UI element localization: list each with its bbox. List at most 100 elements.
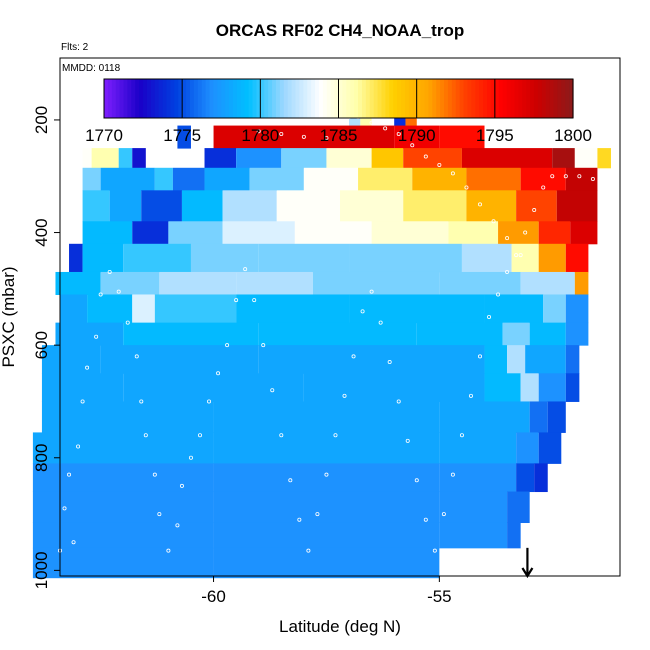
track-point-62 xyxy=(577,174,582,179)
y-axis: 200 400 600 800 1000 xyxy=(32,106,60,589)
heatmap-cell-11-6 xyxy=(565,373,580,402)
heatmap-cell-15-1 xyxy=(213,491,440,524)
heatmap-cell-6-2 xyxy=(123,243,191,273)
heatmap-cell-2-6 xyxy=(281,148,327,169)
track-point-7 xyxy=(94,334,99,339)
colorbar-slice-95 xyxy=(475,79,480,118)
colorbar-slice-70 xyxy=(377,79,383,118)
colorbar-tick-label-5: 1795 xyxy=(476,126,514,145)
heatmap-cell-10-4 xyxy=(507,345,526,374)
colorbar-slice-76 xyxy=(401,79,406,118)
colorbar-slice-74 xyxy=(393,79,398,118)
heatmap-cell-3-5 xyxy=(249,167,304,191)
track-point-12 xyxy=(134,354,139,359)
heatmap-cell-11-0 xyxy=(41,373,124,402)
heatmap-cell-2-13 xyxy=(597,148,611,169)
track2-point-5 xyxy=(396,132,401,137)
heatmap-cell-5-4 xyxy=(294,221,372,245)
colorbar-slice-113 xyxy=(545,79,551,118)
colorbar-slice-16 xyxy=(166,79,172,118)
colorbar-slice-0 xyxy=(104,79,109,118)
track-point-52 xyxy=(477,354,482,359)
chart-title: ORCAS RF02 CH4_NOAA_trop xyxy=(216,21,464,40)
colorbar-slice-110 xyxy=(533,79,539,118)
colorbar-slice-102 xyxy=(502,79,508,118)
track-point-43 xyxy=(396,399,401,404)
colorbar-slice-106 xyxy=(518,79,523,118)
colorbar-slice-69 xyxy=(373,79,379,118)
colorbar-slice-118 xyxy=(565,79,570,118)
colorbar-slice-18 xyxy=(174,79,179,118)
heatmap-cell-3-8 xyxy=(412,167,467,191)
colorbar-slice-64 xyxy=(354,79,359,118)
heatmap-cell-0-1 xyxy=(360,114,372,127)
y-tick-label-2: 600 xyxy=(32,331,51,359)
track-point-54 xyxy=(496,292,501,297)
heatmap-cell-10-5 xyxy=(525,345,566,374)
track-point-27 xyxy=(252,298,257,303)
colorbar-slice-43 xyxy=(272,79,277,118)
colorbar-slice-79 xyxy=(412,79,418,118)
heatmap-cell-3-7 xyxy=(358,167,413,191)
track-point-50 xyxy=(459,433,464,438)
track2-point-4 xyxy=(383,126,388,131)
colorbar-slice-31 xyxy=(225,79,230,118)
colorbar-slice-51 xyxy=(303,79,308,118)
colorbar-slice-27 xyxy=(209,79,215,118)
heatmap-cell-7-1 xyxy=(100,271,160,295)
track2-point-15 xyxy=(256,129,261,134)
colorbar-slice-36 xyxy=(244,79,250,118)
colorbar-slice-107 xyxy=(522,79,527,118)
heatmap-cell-6-8 xyxy=(538,243,566,273)
track-point-44 xyxy=(405,438,410,443)
heatmap-cell-3-4 xyxy=(204,167,250,191)
track2-point-18 xyxy=(324,135,329,140)
heatmap-cell-9-2 xyxy=(258,322,417,346)
colorbar-slice-32 xyxy=(229,79,234,118)
track-point-28 xyxy=(261,343,266,348)
heatmap-cell-8-0 xyxy=(60,294,88,324)
track-point-53 xyxy=(487,314,492,319)
track-point-47 xyxy=(432,548,437,553)
track-point-25 xyxy=(234,298,239,303)
heatmap-cell-4-4 xyxy=(222,190,277,222)
colorbar-slice-34 xyxy=(236,79,242,118)
colorbar-slice-5 xyxy=(123,79,129,118)
colorbar-slice-3 xyxy=(115,79,121,118)
heatmap-cell-2-11 xyxy=(552,148,575,169)
heatmap-cell-10-6 xyxy=(565,345,580,374)
heatmap-cell-7-2 xyxy=(159,271,237,295)
heatmap-cell-10-2 xyxy=(258,345,485,374)
heatmap-cell-12-2 xyxy=(439,401,530,433)
colorbar-slice-9 xyxy=(139,79,144,118)
colorbar-slice-96 xyxy=(479,79,484,118)
colorbar-slice-88 xyxy=(447,79,453,118)
track-point-2 xyxy=(62,506,67,511)
y-tick-label-1: 400 xyxy=(32,218,51,246)
track-point-38 xyxy=(351,354,356,359)
colorbar-slice-19 xyxy=(178,79,183,118)
heatmap-cell-14-2 xyxy=(439,463,517,493)
track-point-60 xyxy=(550,174,555,179)
colorbar-slice-54 xyxy=(315,79,320,118)
heatmap-cell-9-5 xyxy=(529,322,566,346)
heatmap-cell-7-4 xyxy=(312,271,440,295)
heatmap-cell-12-0 xyxy=(41,401,214,433)
colorbar-slice-58 xyxy=(330,79,336,118)
colorbar-slice-56 xyxy=(322,79,328,118)
heatmap-cell-10-0 xyxy=(41,345,101,374)
heatmap-cell-7-3 xyxy=(236,271,313,295)
colorbar-tick-label-1: 1775 xyxy=(163,126,201,145)
track2-point-17 xyxy=(301,134,306,139)
track-point-22 xyxy=(207,399,212,404)
track-point-23 xyxy=(216,371,221,376)
track-point-4 xyxy=(76,444,81,449)
heatmap-cell-6-5 xyxy=(349,243,462,273)
track2-point-3 xyxy=(369,120,374,125)
colorbar-slice-23 xyxy=(193,79,199,118)
track-point-40 xyxy=(369,289,374,294)
heatmap-cell-4-0 xyxy=(82,190,110,222)
colorbar-frame xyxy=(103,78,574,119)
heatmap-cell-4-9 xyxy=(516,190,557,222)
heatmap-cell-4-7 xyxy=(403,190,467,222)
